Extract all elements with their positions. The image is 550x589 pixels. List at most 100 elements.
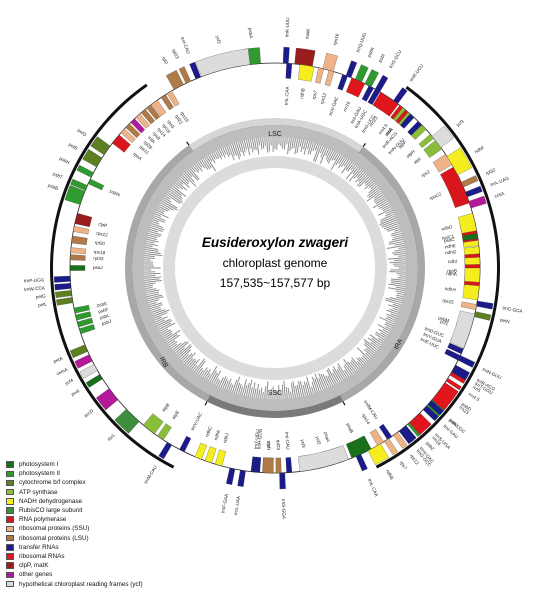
legend-item: ATP synthase (6, 488, 166, 497)
gene-block-ycf1 (450, 311, 475, 348)
gene-label: atpB (161, 402, 171, 413)
gene-block-trnl-uaa (238, 470, 246, 487)
gene-label: rpl23 (276, 440, 281, 451)
gene-block-clpp (75, 213, 92, 227)
gene-block-trnr-ucu (393, 88, 407, 104)
gene-label: trnS-GCU (388, 49, 402, 69)
gene-label: ycf1 (455, 118, 465, 127)
gene-block-rpl2 (262, 458, 273, 473)
gene-label: accD (83, 408, 95, 419)
gene-label: ndhH (444, 286, 456, 292)
gene-label: trnK-UUU (284, 17, 290, 37)
gene-label: ccsA (494, 191, 506, 199)
gene-block-trnn-guu (458, 355, 475, 367)
gene-label: rpl23 (171, 48, 180, 60)
gene-block-trnfm-cau (379, 424, 392, 439)
gc-bar (398, 256, 405, 257)
gene-label: rps12 (319, 92, 327, 105)
gene-label: rps2 (420, 169, 431, 178)
legend-item: transfer RNAs (6, 543, 166, 552)
legend-label: ribosomal proteins (SSU) (19, 525, 89, 532)
gene-label: ndhB (299, 88, 306, 99)
gc-bar (265, 137, 266, 146)
legend-label: photosystem I (19, 461, 58, 468)
gene-block-cema (75, 355, 93, 369)
gc-bar (389, 272, 406, 273)
gene-block-rps12 (325, 70, 334, 86)
gene-block-ycf2 (196, 49, 250, 77)
gene-block-atpb (143, 414, 163, 434)
genome-subtitle: chloroplast genome (223, 256, 328, 270)
gene-label: matK (304, 27, 311, 39)
gene-label: atpI (413, 156, 422, 165)
gene-label: clpP (98, 221, 108, 228)
legend-label: transfer RNAs (19, 544, 59, 551)
gene-label: trnI-CAU (180, 36, 191, 54)
gene-block-rpl23 (276, 458, 281, 473)
gene-block-ccsa (469, 196, 487, 208)
legend-item: cytochrome b/f complex (6, 478, 166, 487)
gene-label: rps18 (93, 249, 105, 255)
gene-block-psbk (355, 65, 368, 83)
gene-label: rps16 (332, 33, 340, 46)
gene-label: rps12 (96, 231, 109, 238)
gene-block-trnl-uag (465, 186, 482, 197)
legend-item: ribosomal RNAs (6, 552, 166, 561)
legend-label: cytochrome b/f complex (19, 479, 86, 486)
gene-block-psbn (88, 179, 104, 190)
gene-block-ndha (465, 268, 480, 282)
gene-block-trnv-uac (180, 436, 191, 452)
legend-item: clpP, matK (6, 561, 166, 570)
legend-label: clpP, matK (19, 562, 49, 569)
gene-label: psaA (323, 431, 331, 443)
gene-block-ndhj (215, 450, 226, 466)
gene-block-rps12 (73, 226, 89, 234)
legend-item: photosystem II (6, 469, 166, 478)
gene-label: rps15 (442, 298, 455, 305)
gene-block-ycf4 (80, 364, 98, 378)
gene-label: rpl20 (94, 240, 105, 246)
gene-block-ndhg (464, 247, 480, 255)
legend-item: photosystem I (6, 460, 166, 469)
gene-block-ndhh (463, 285, 480, 301)
legend-item: hypothetical chloroplast reading frames … (6, 579, 166, 588)
gene-label: psaB (345, 422, 354, 434)
region-label-ssc: SSC (268, 390, 282, 397)
gene-block-trns-gcu (375, 75, 388, 92)
gene-label: psaJ (93, 265, 103, 270)
gene-block-rbcl (115, 409, 139, 433)
gene-block-psbi (365, 69, 379, 87)
gene-block-petg (55, 290, 72, 297)
gene-block-rpl32 (461, 175, 478, 187)
gene-block-ndhi (465, 257, 480, 264)
gene-block-trnv-gac (338, 74, 348, 90)
gene-label: rpoC2 (429, 191, 443, 201)
gene-label: trnV-UAC (190, 411, 204, 431)
legend-item: other genes (6, 570, 166, 579)
gene-block-petl (56, 297, 73, 305)
legend-label: RubisCO large subunit (19, 507, 82, 514)
gene-label: rrn4.5 (468, 391, 481, 402)
gene-label: trnL-UAA (233, 495, 241, 515)
gene-block-psab (346, 436, 371, 458)
gene-block-psaj (70, 265, 85, 270)
gene-block-trnf-gaa (226, 468, 235, 485)
gene-label: rpoA (132, 151, 143, 162)
gene-block-trnk-uuu (283, 47, 289, 63)
legend-swatch (6, 526, 14, 533)
gene-block-peta (70, 345, 88, 358)
gene-label: trnW-CCA (24, 285, 46, 292)
gene-label: petG (35, 293, 46, 299)
gene-label: psbH (59, 156, 71, 165)
gene-block-ndhb (298, 65, 314, 82)
gene-label: petN (500, 317, 511, 324)
gene-label: rps7 (399, 460, 408, 471)
legend-label: ATP synthase (19, 489, 58, 496)
legend-swatch (6, 498, 14, 505)
gene-label: rpl33 (93, 256, 104, 262)
gene-label: trnR-UCU (409, 63, 425, 82)
gene-label: rpl2 (161, 56, 169, 66)
gene-label: psbJ (101, 319, 112, 327)
